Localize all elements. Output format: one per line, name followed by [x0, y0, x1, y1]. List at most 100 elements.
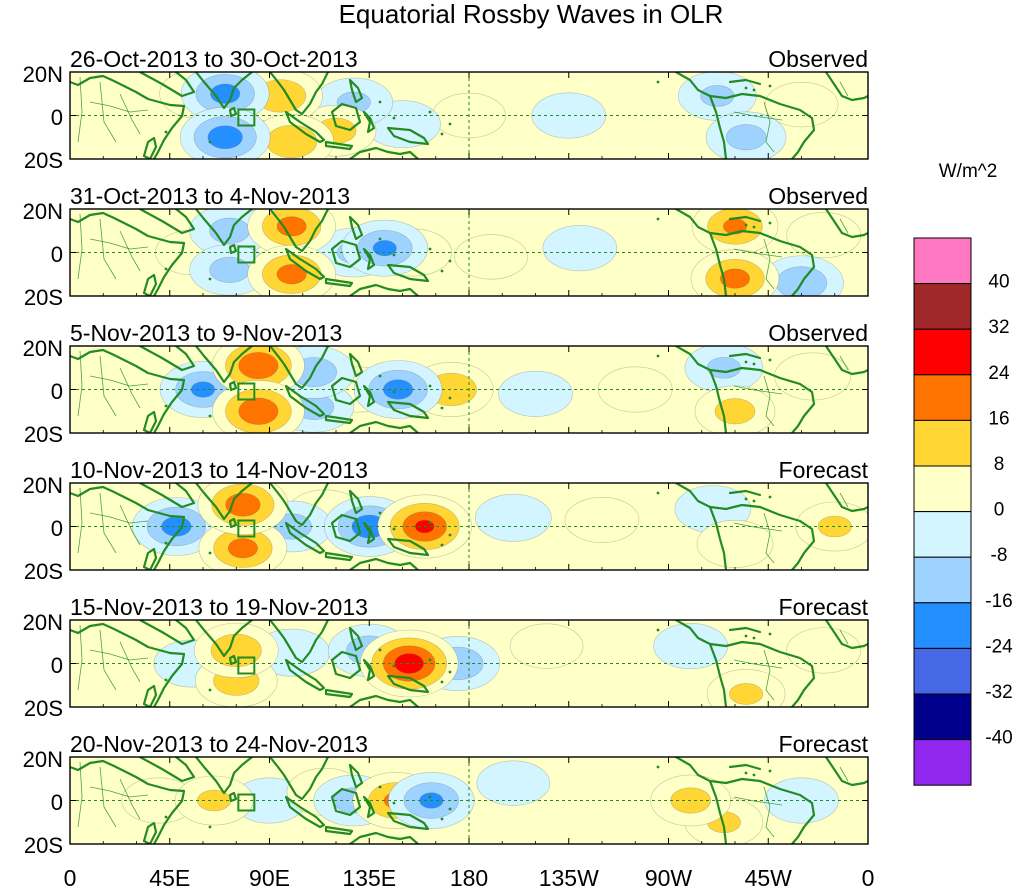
x-tick-label: 90W — [645, 865, 693, 890]
region-box — [237, 245, 256, 264]
region-box — [237, 656, 256, 675]
colorbar-level-label: 40 — [988, 272, 1009, 293]
y-tick-label: 20S — [24, 833, 63, 858]
map-panel: 20N 0 20S 20-Nov-2013 to 24-Nov-2013 Forecas… — [23, 731, 869, 858]
colorbar-swatch — [913, 419, 972, 467]
colorbar-level-label: 32 — [988, 317, 1009, 338]
anomaly-cell — [198, 518, 288, 570]
colorbar-swatch — [913, 647, 972, 695]
x-tick-label: 135W — [539, 865, 599, 890]
colorbar-swatch — [913, 374, 972, 421]
colorbar-swatch — [913, 465, 972, 513]
anomaly-cell — [696, 520, 774, 568]
y-tick-label: 20S — [24, 696, 63, 721]
anomaly-cell — [498, 370, 573, 417]
anomaly-cell — [179, 107, 271, 159]
panel-status: Forecast — [779, 457, 869, 483]
colorbar-swatch — [913, 556, 972, 604]
y-tick-label: 20S — [24, 559, 63, 584]
anomaly-cell — [564, 496, 640, 543]
anomaly-cell — [509, 623, 584, 669]
y-tick-label: 20S — [24, 422, 63, 447]
map-panel: 20N 0 20S 10-Nov-2013 to 14-Nov-2013 Forecas… — [23, 457, 869, 584]
anomaly-cell — [759, 255, 844, 296]
colorbar-swatch — [913, 328, 972, 376]
colorbar-level-label: 24 — [988, 363, 1010, 384]
anomaly-cell — [193, 622, 279, 678]
colorbar-swatch — [913, 602, 972, 649]
region-box — [237, 108, 256, 127]
y-tick-label: 0 — [51, 653, 63, 678]
colorbar-swatch — [913, 739, 972, 786]
y-tick-label: 0 — [51, 790, 63, 815]
y-tick-label: 20N — [23, 473, 63, 498]
anomaly-cell — [786, 627, 861, 674]
y-tick-label: 0 — [51, 379, 63, 404]
anomaly-cell — [542, 225, 618, 272]
colorbar-level-label: 0 — [994, 500, 1005, 521]
panel-status: Observed — [768, 320, 868, 346]
y-tick-label: 20N — [23, 610, 63, 635]
y-tick-label: 20N — [23, 747, 63, 772]
colorbar-level-label: 8 — [994, 454, 1005, 475]
anomaly-cell — [353, 360, 443, 419]
x-tick-label: 0 — [64, 865, 77, 890]
anomaly-cell — [691, 209, 779, 255]
anomaly-cell — [684, 346, 764, 393]
anomaly-cell — [476, 760, 551, 806]
colorbar-swatch — [913, 511, 972, 558]
colorbar-swatch — [913, 283, 972, 330]
map-panel: 20N 0 20S 15-Nov-2013 to 19-Nov-2013 Forecas… — [23, 594, 869, 721]
region-box — [237, 793, 256, 812]
x-tick-label: 90E — [249, 865, 290, 890]
colorbar-level-label: -16 — [985, 591, 1012, 612]
y-tick-label: 20N — [23, 336, 63, 361]
y-tick-label: 0 — [51, 242, 63, 267]
anomaly-cell — [212, 380, 305, 433]
y-tick-label: 0 — [51, 516, 63, 541]
colorbar-level-label: -8 — [991, 545, 1008, 566]
region-box — [237, 382, 256, 401]
panel-status: Observed — [768, 183, 868, 209]
colorbar-level-label: -24 — [985, 636, 1013, 657]
y-tick-label: 20S — [24, 285, 63, 310]
map-panel: 20N 0 20S 5-Nov-2013 to 9-Nov-2013 Observed — [23, 320, 869, 447]
x-tick-label: 180 — [450, 865, 488, 890]
anomaly-cell — [475, 493, 552, 542]
panel-date-range: 26-Oct-2013 to 30-Oct-2013 — [70, 46, 358, 72]
colorbar-level-label: -32 — [985, 682, 1012, 703]
colorbar-swatch — [913, 693, 972, 741]
x-tick-label: 135E — [342, 865, 396, 890]
colorbar-units: W/m^2 — [939, 161, 998, 182]
figure-title: Equatorial Rossby Waves in OLR — [339, 0, 724, 29]
panel-date-range: 20-Nov-2013 to 24-Nov-2013 — [70, 731, 368, 757]
anomaly-cell — [197, 483, 289, 535]
colorbar-level-label: 16 — [988, 408, 1009, 429]
panels: 20N 0 20S 26-Oct-2013 to 30-Oct-2013 Observe… — [23, 46, 869, 858]
panel-date-range: 31-Oct-2013 to 4-Nov-2013 — [70, 183, 350, 209]
anomaly-cell — [705, 111, 787, 159]
x-tick-label: 45W — [745, 865, 793, 890]
y-tick-label: 0 — [51, 105, 63, 130]
y-tick-label: 20N — [23, 199, 63, 224]
anomaly-cell — [706, 669, 786, 707]
panel-date-range: 5-Nov-2013 to 9-Nov-2013 — [70, 320, 342, 346]
map-panel: 20N 0 20S 26-Oct-2013 to 30-Oct-2013 Observe… — [23, 46, 869, 173]
colorbar: W/m^2 40 32 24 16 8 0 -8 -16 -24 -32 -40 — [913, 161, 1013, 786]
y-tick-label: 20N — [23, 62, 63, 87]
panel-date-range: 10-Nov-2013 to 14-Nov-2013 — [70, 457, 368, 483]
anomaly-cell — [341, 219, 429, 277]
panel-status: Forecast — [779, 731, 869, 757]
y-tick-label: 20S — [24, 148, 63, 173]
x-axis: 0 45E 90E 135E 180 135W 90W 45W 0 — [64, 865, 875, 890]
anomaly-cell — [454, 234, 528, 280]
x-tick-label: 0 — [862, 865, 875, 890]
anomaly-cell — [694, 385, 776, 433]
colorbar-swatch — [913, 237, 972, 285]
panel-status: Forecast — [779, 594, 869, 620]
panel-status: Observed — [768, 46, 868, 72]
x-tick-label: 45E — [149, 865, 190, 890]
anomaly-cell — [249, 114, 334, 159]
anomaly-cell — [247, 244, 336, 296]
